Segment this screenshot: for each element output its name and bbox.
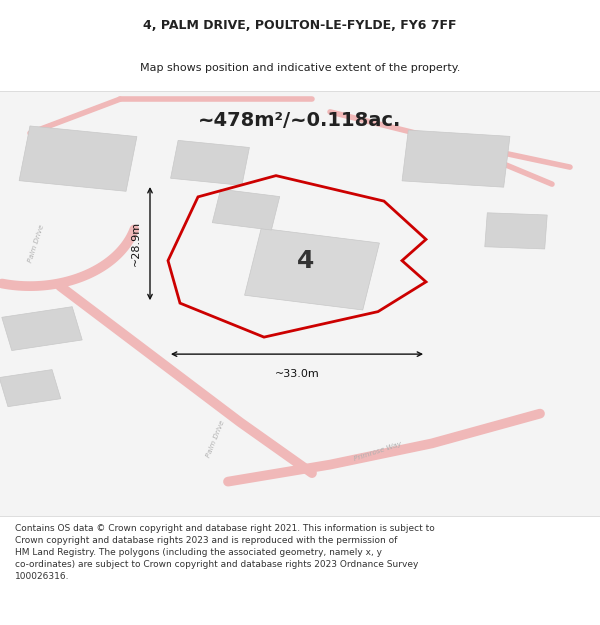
Text: Map shows position and indicative extent of the property.: Map shows position and indicative extent…	[140, 63, 460, 73]
Polygon shape	[19, 126, 137, 191]
Polygon shape	[0, 369, 61, 407]
Text: 4: 4	[298, 249, 314, 272]
Text: ~33.0m: ~33.0m	[275, 369, 319, 379]
Polygon shape	[245, 228, 379, 310]
Text: ~28.9m: ~28.9m	[131, 221, 141, 266]
Text: Palm Drive: Palm Drive	[27, 224, 45, 263]
Text: Primrose Way: Primrose Way	[353, 441, 403, 462]
Polygon shape	[402, 130, 510, 187]
Text: Palm Drive: Palm Drive	[206, 419, 226, 459]
Text: 4, PALM DRIVE, POULTON-LE-FYLDE, FY6 7FF: 4, PALM DRIVE, POULTON-LE-FYLDE, FY6 7FF	[143, 19, 457, 32]
Polygon shape	[212, 189, 280, 230]
Text: ~478m²/~0.118ac.: ~478m²/~0.118ac.	[199, 111, 401, 130]
Polygon shape	[2, 307, 82, 351]
Polygon shape	[170, 141, 250, 186]
Polygon shape	[485, 213, 547, 249]
Text: Contains OS data © Crown copyright and database right 2021. This information is : Contains OS data © Crown copyright and d…	[15, 524, 435, 581]
